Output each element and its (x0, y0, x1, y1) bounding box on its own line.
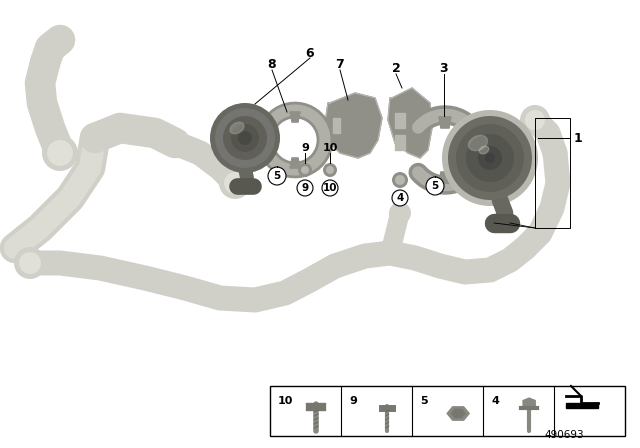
Polygon shape (395, 113, 405, 128)
Circle shape (215, 108, 275, 168)
Ellipse shape (230, 122, 244, 134)
Polygon shape (388, 88, 432, 158)
Circle shape (231, 124, 259, 152)
Polygon shape (447, 407, 469, 420)
Text: 9: 9 (301, 183, 308, 193)
Text: 5: 5 (431, 181, 438, 191)
Circle shape (448, 116, 532, 200)
Circle shape (210, 103, 280, 173)
Circle shape (301, 166, 309, 174)
Text: 5: 5 (420, 396, 428, 406)
Text: 3: 3 (440, 61, 448, 74)
Circle shape (392, 190, 408, 206)
Polygon shape (290, 158, 300, 168)
Text: 8: 8 (268, 57, 276, 70)
Circle shape (525, 110, 545, 130)
Circle shape (223, 116, 267, 160)
Text: 1: 1 (573, 132, 582, 145)
Polygon shape (333, 118, 340, 133)
Polygon shape (566, 403, 598, 408)
Circle shape (323, 163, 337, 177)
Circle shape (47, 140, 73, 166)
Polygon shape (523, 398, 535, 408)
Polygon shape (290, 112, 300, 122)
Text: 7: 7 (335, 57, 344, 70)
Circle shape (19, 252, 41, 274)
Text: 10: 10 (278, 396, 293, 406)
Circle shape (298, 163, 312, 177)
Circle shape (485, 153, 495, 163)
Polygon shape (452, 409, 465, 418)
Ellipse shape (479, 146, 489, 154)
Circle shape (395, 175, 405, 185)
Circle shape (456, 124, 524, 192)
Polygon shape (439, 117, 451, 128)
Text: 2: 2 (392, 61, 401, 74)
Circle shape (241, 181, 251, 191)
Circle shape (426, 177, 444, 195)
Text: 9: 9 (349, 396, 357, 406)
Circle shape (297, 180, 313, 196)
Text: 490693: 490693 (544, 430, 584, 440)
Text: 6: 6 (306, 47, 314, 60)
Circle shape (268, 167, 286, 185)
Text: 4: 4 (396, 193, 404, 203)
Circle shape (478, 146, 502, 170)
Text: 9: 9 (301, 143, 309, 153)
Polygon shape (439, 172, 451, 183)
Circle shape (442, 110, 538, 206)
Circle shape (238, 131, 252, 145)
Circle shape (326, 166, 334, 174)
Circle shape (389, 202, 411, 224)
Circle shape (219, 167, 251, 199)
Circle shape (14, 247, 46, 279)
Circle shape (466, 134, 514, 182)
Circle shape (42, 135, 78, 171)
FancyBboxPatch shape (270, 386, 625, 436)
Text: 4: 4 (491, 396, 499, 406)
Circle shape (322, 180, 338, 196)
Ellipse shape (468, 135, 488, 151)
Circle shape (392, 172, 408, 188)
Circle shape (520, 105, 550, 135)
Text: 10: 10 (323, 143, 338, 153)
Text: 10: 10 (323, 183, 337, 193)
Polygon shape (325, 93, 382, 158)
Polygon shape (395, 135, 405, 150)
Text: 5: 5 (273, 171, 280, 181)
Circle shape (224, 172, 246, 194)
